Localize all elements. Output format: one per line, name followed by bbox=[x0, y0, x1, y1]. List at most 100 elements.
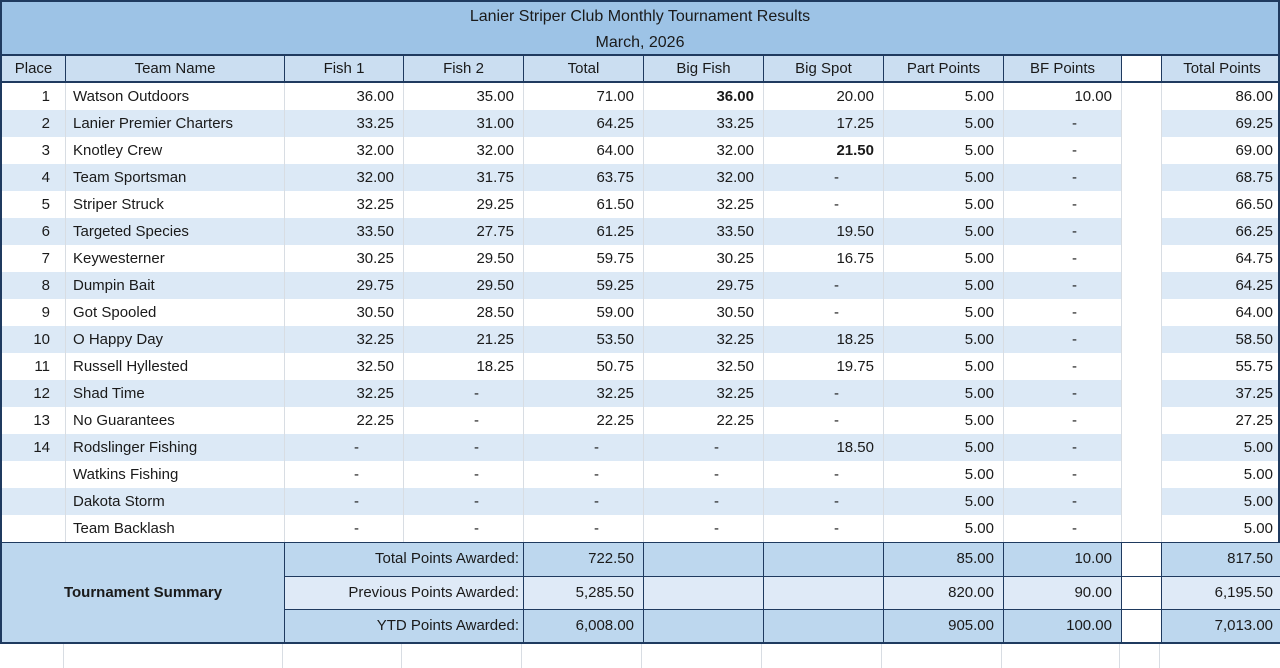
header-total-points[interactable]: Total Points bbox=[1183, 60, 1261, 77]
cell-bf-points[interactable]: 10.00 bbox=[1004, 83, 1122, 110]
cell-big-spot[interactable]: - bbox=[764, 461, 884, 488]
cell-big-fish[interactable]: - bbox=[644, 488, 764, 515]
cell-total-points[interactable]: 5.00 bbox=[1243, 520, 1273, 537]
header-part-points[interactable]: Part Points bbox=[884, 56, 1004, 81]
cell-part-points[interactable]: 5.00 bbox=[884, 164, 1004, 191]
cell-gap[interactable] bbox=[1122, 434, 1162, 461]
cell-total-points[interactable]: 66.25 bbox=[1235, 223, 1273, 240]
cell-big-fish[interactable]: 33.25 bbox=[644, 110, 764, 137]
summary-label[interactable]: YTD Points Awarded: bbox=[285, 610, 524, 642]
summary-big-spot[interactable] bbox=[764, 577, 884, 609]
cell-part-points[interactable]: 5.00 bbox=[884, 299, 1004, 326]
cell-bf-points[interactable]: - bbox=[1004, 434, 1122, 461]
cell-part-points[interactable]: 5.00 bbox=[884, 326, 1004, 353]
cell-big-spot[interactable]: 16.75 bbox=[764, 245, 884, 272]
cell-bf-points[interactable]: - bbox=[1004, 272, 1122, 299]
cell-big-fish[interactable]: 32.50 bbox=[644, 353, 764, 380]
cell-big-fish[interactable]: 30.25 bbox=[644, 245, 764, 272]
cell-team-name[interactable]: No Guarantees bbox=[66, 407, 285, 434]
cell-place[interactable]: 13 bbox=[2, 407, 66, 434]
header-total[interactable]: Total bbox=[524, 56, 644, 81]
cell-total[interactable]: 64.00 bbox=[524, 137, 644, 164]
cell-big-spot[interactable]: - bbox=[764, 191, 884, 218]
cell-total-points[interactable]: 64.25 bbox=[1235, 277, 1273, 294]
summary-big-spot[interactable] bbox=[764, 610, 884, 642]
cell-place[interactable]: 4 bbox=[2, 164, 66, 191]
cell-total-points[interactable]: 37.25 bbox=[1235, 385, 1273, 402]
cell-total[interactable]: - bbox=[524, 461, 644, 488]
empty-cell[interactable] bbox=[1160, 644, 1280, 668]
cell-big-spot[interactable]: - bbox=[764, 272, 884, 299]
cell-total[interactable]: 59.75 bbox=[524, 245, 644, 272]
cell-bf-points[interactable]: - bbox=[1004, 353, 1122, 380]
summary-total-points[interactable]: 817.50 bbox=[1162, 543, 1280, 576]
cell-part-points[interactable]: 5.00 bbox=[884, 272, 1004, 299]
cell-big-fish[interactable]: 30.50 bbox=[644, 299, 764, 326]
cell-big-spot[interactable]: 20.00 bbox=[764, 83, 884, 110]
cell-gap[interactable] bbox=[1122, 461, 1162, 488]
cell-fish2[interactable]: 29.25 bbox=[404, 191, 524, 218]
summary-big-fish[interactable] bbox=[644, 543, 764, 576]
cell-big-spot[interactable]: - bbox=[764, 515, 884, 542]
cell-fish1[interactable]: 32.25 bbox=[285, 191, 404, 218]
cell-total[interactable]: 63.75 bbox=[524, 164, 644, 191]
cell-gap[interactable] bbox=[1122, 218, 1162, 245]
cell-place[interactable] bbox=[2, 515, 66, 542]
header-big-fish[interactable]: Big Fish bbox=[644, 56, 764, 81]
cell-total-points[interactable]: 68.75 bbox=[1235, 169, 1273, 186]
cell-part-points[interactable]: 5.00 bbox=[884, 488, 1004, 515]
cell-bf-points[interactable]: - bbox=[1004, 245, 1122, 272]
cell-team-name[interactable]: O Happy Day bbox=[66, 326, 285, 353]
cell-team-name[interactable]: Dakota Storm bbox=[66, 488, 285, 515]
cell-fish2[interactable]: - bbox=[404, 434, 524, 461]
cell-bf-points[interactable]: - bbox=[1004, 299, 1122, 326]
summary-total-points[interactable]: 6,195.50 bbox=[1162, 577, 1280, 609]
summary-label[interactable]: Previous Points Awarded: bbox=[285, 577, 524, 609]
cell-gap[interactable] bbox=[1122, 137, 1162, 164]
cell-bf-points[interactable]: - bbox=[1004, 515, 1122, 542]
summary-total-points[interactable]: 7,013.00 bbox=[1162, 610, 1280, 642]
header-place[interactable]: Place bbox=[2, 56, 66, 81]
cell-place[interactable]: 14 bbox=[2, 434, 66, 461]
cell-gap[interactable] bbox=[1122, 272, 1162, 299]
summary-gap[interactable] bbox=[1122, 610, 1162, 642]
cell-big-spot[interactable]: - bbox=[764, 407, 884, 434]
cell-fish1[interactable]: - bbox=[285, 461, 404, 488]
cell-gap[interactable] bbox=[1122, 326, 1162, 353]
empty-cell[interactable] bbox=[0, 644, 64, 668]
cell-team-name[interactable]: Rodslinger Fishing bbox=[66, 434, 285, 461]
cell-bf-points[interactable]: - bbox=[1004, 488, 1122, 515]
cell-total[interactable]: 53.50 bbox=[524, 326, 644, 353]
cell-team-name[interactable]: Team Backlash bbox=[66, 515, 285, 542]
empty-cell[interactable] bbox=[882, 644, 1002, 668]
cell-big-fish[interactable]: - bbox=[644, 461, 764, 488]
cell-fish2[interactable]: - bbox=[404, 407, 524, 434]
cell-bf-points[interactable]: - bbox=[1004, 326, 1122, 353]
cell-fish1[interactable]: 36.00 bbox=[285, 83, 404, 110]
cell-place[interactable]: 7 bbox=[2, 245, 66, 272]
cell-part-points[interactable]: 5.00 bbox=[884, 218, 1004, 245]
cell-place[interactable]: 3 bbox=[2, 137, 66, 164]
cell-team-name[interactable]: Russell Hyllested bbox=[66, 353, 285, 380]
cell-place[interactable]: 10 bbox=[2, 326, 66, 353]
header-gap[interactable] bbox=[1122, 56, 1162, 81]
cell-bf-points[interactable]: - bbox=[1004, 461, 1122, 488]
cell-total[interactable]: 71.00 bbox=[524, 83, 644, 110]
empty-cell[interactable] bbox=[642, 644, 762, 668]
cell-part-points[interactable]: 5.00 bbox=[884, 434, 1004, 461]
header-fish2[interactable]: Fish 2 bbox=[404, 56, 524, 81]
cell-fish2[interactable]: - bbox=[404, 488, 524, 515]
cell-total-points[interactable]: 55.75 bbox=[1235, 358, 1273, 375]
cell-fish1[interactable]: 30.50 bbox=[285, 299, 404, 326]
cell-gap[interactable] bbox=[1122, 299, 1162, 326]
cell-place[interactable] bbox=[2, 488, 66, 515]
empty-cell[interactable] bbox=[64, 644, 283, 668]
cell-bf-points[interactable]: - bbox=[1004, 164, 1122, 191]
cell-team-name[interactable]: Striper Struck bbox=[66, 191, 285, 218]
cell-fish2[interactable]: - bbox=[404, 461, 524, 488]
summary-total-value[interactable]: 6,008.00 bbox=[524, 610, 644, 642]
cell-fish1[interactable]: - bbox=[285, 515, 404, 542]
cell-bf-points[interactable]: - bbox=[1004, 407, 1122, 434]
cell-part-points[interactable]: 5.00 bbox=[884, 110, 1004, 137]
cell-fish1[interactable]: 32.00 bbox=[285, 164, 404, 191]
